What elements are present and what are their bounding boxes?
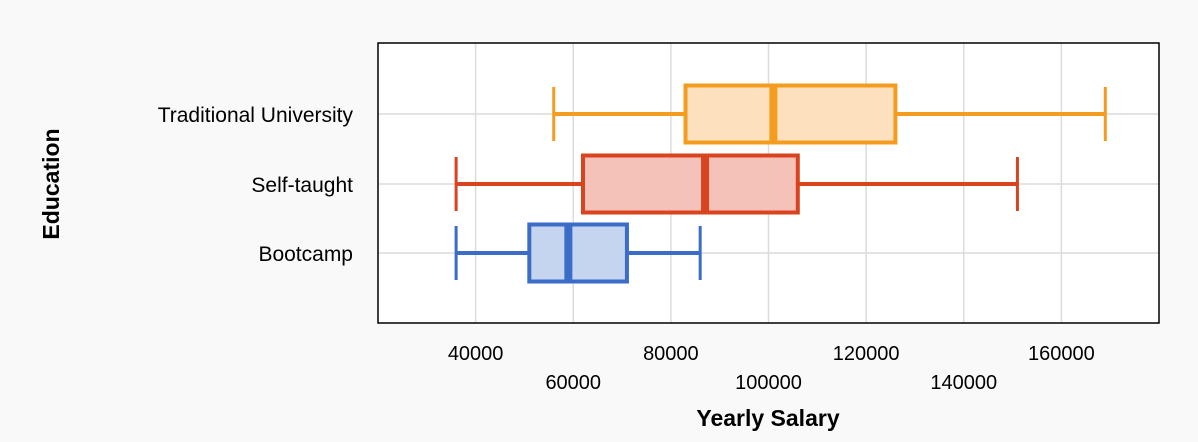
interquartile-box [581,153,800,215]
x-axis-title: Yearly Salary [696,405,839,431]
y-axis-title: Education [38,128,64,239]
category-label: Traditional University [158,104,354,127]
interquartile-box [527,222,629,284]
x-tick-labels: 40000 60000 80000 100000 120000 140000 160000 [448,343,1095,394]
box-bootcamp [454,222,702,284]
plot-area-border [377,42,1160,324]
interquartile-box [683,83,898,145]
x-tick-label: 140000 [930,372,997,394]
x-tick-label: 100000 [735,372,802,394]
category-label: Bootcamp [258,243,353,266]
category-label: Self-taught [251,174,353,197]
box-traditional-university [552,83,1107,145]
box-series [454,83,1107,284]
x-tick-label: 120000 [833,343,900,365]
category-labels: Traditional University Self-taught Bootcam… [158,104,354,266]
x-tick-label: 60000 [545,372,601,394]
x-tick-label: 80000 [643,343,699,365]
box-self-taught [454,153,1019,215]
x-tick-label: 40000 [448,343,504,365]
x-tick-label: 160000 [1028,343,1095,365]
